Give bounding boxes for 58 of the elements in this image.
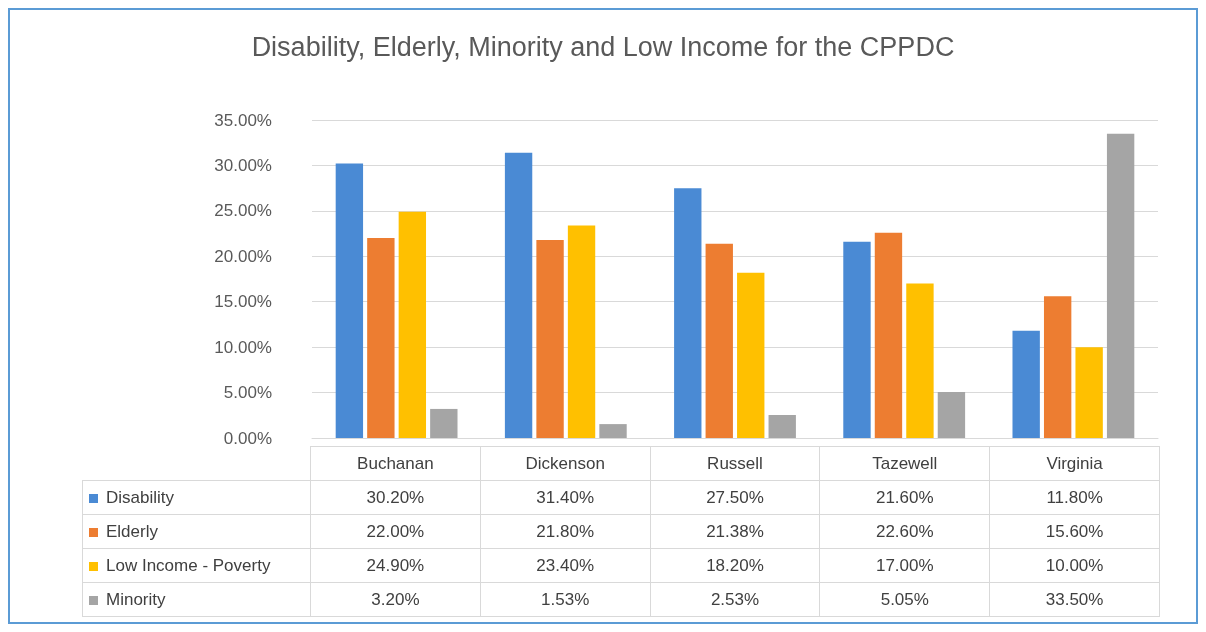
bar bbox=[430, 408, 458, 438]
data-label: 15.60% bbox=[989, 514, 1160, 549]
data-label: 22.60% bbox=[819, 514, 990, 549]
chart-title: Disability, Elderly, Minority and Low Income for the CPPDC bbox=[251, 31, 955, 62]
bar bbox=[599, 424, 627, 438]
legend-label: Minority bbox=[82, 582, 311, 617]
bar bbox=[335, 163, 364, 438]
bar bbox=[567, 225, 596, 438]
data-label: 22.00% bbox=[310, 514, 481, 549]
x-tick-label: Dickenson bbox=[480, 446, 651, 481]
bar bbox=[398, 211, 427, 438]
bar bbox=[705, 243, 733, 438]
bar bbox=[1106, 133, 1135, 438]
data-label: 3.20% bbox=[310, 582, 481, 617]
legend-label: Elderly bbox=[82, 514, 311, 549]
data-label: 33.50% bbox=[989, 582, 1160, 617]
y-tick-label: 10.00% bbox=[214, 337, 272, 357]
bar bbox=[874, 232, 903, 438]
data-label: 21.60% bbox=[819, 480, 990, 515]
y-tick-label: 25.00% bbox=[214, 201, 272, 221]
data-label: 24.90% bbox=[310, 548, 481, 583]
bar bbox=[737, 272, 765, 438]
bar bbox=[768, 415, 796, 438]
x-tick-label: Buchanan bbox=[310, 446, 481, 481]
y-tick-label: 15.00% bbox=[214, 292, 272, 312]
data-label: 21.80% bbox=[480, 514, 651, 549]
bar bbox=[1075, 347, 1103, 438]
data-label: 10.00% bbox=[989, 548, 1160, 583]
x-tick-label: Russell bbox=[650, 446, 820, 481]
bar bbox=[504, 152, 533, 438]
y-tick-label: 5.00% bbox=[223, 383, 272, 403]
bar bbox=[536, 239, 564, 438]
legend-label: Disability bbox=[82, 480, 311, 515]
bar bbox=[1043, 296, 1072, 438]
data-label: 1.53% bbox=[480, 582, 651, 617]
data-label: 5.05% bbox=[819, 582, 990, 617]
bar bbox=[937, 392, 966, 438]
data-label: 30.20% bbox=[310, 480, 481, 515]
data-label: 2.53% bbox=[650, 582, 820, 617]
bar bbox=[843, 241, 871, 438]
data-label: 31.40% bbox=[480, 480, 651, 515]
data-label: 11.80% bbox=[989, 480, 1160, 515]
y-tick-label: 0.00% bbox=[223, 428, 272, 448]
data-label: 23.40% bbox=[480, 548, 651, 583]
bar bbox=[906, 283, 934, 438]
bar bbox=[1012, 330, 1040, 438]
bar bbox=[674, 188, 702, 438]
y-tick-label: 35.00% bbox=[214, 110, 272, 130]
x-tick-label: Tazewell bbox=[819, 446, 990, 481]
data-label: 18.20% bbox=[650, 548, 820, 583]
y-tick-label: 30.00% bbox=[214, 155, 272, 175]
bar bbox=[367, 238, 395, 438]
y-tick-label: 20.00% bbox=[214, 246, 272, 266]
data-label: 21.38% bbox=[650, 514, 820, 549]
x-tick-label: Virginia bbox=[989, 446, 1160, 481]
data-label: 27.50% bbox=[650, 480, 820, 515]
data-label: 17.00% bbox=[819, 548, 990, 583]
legend-label: Low Income - Poverty bbox=[82, 548, 311, 583]
